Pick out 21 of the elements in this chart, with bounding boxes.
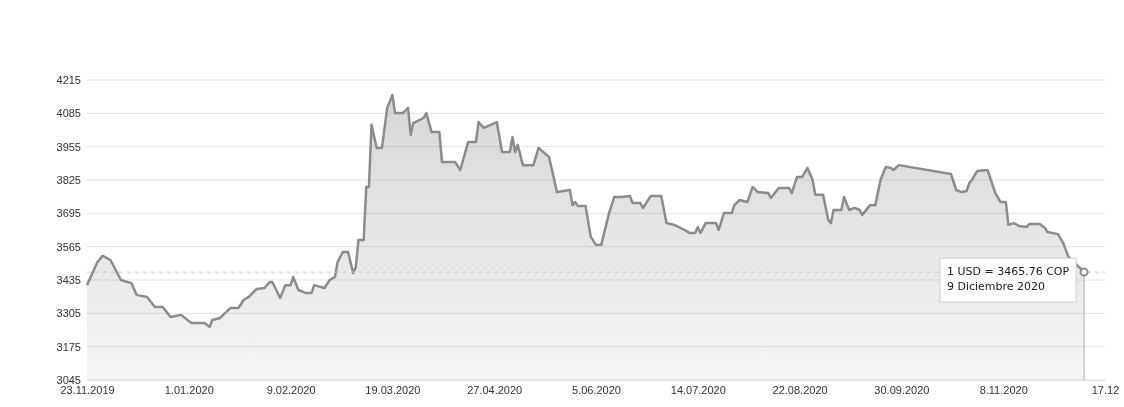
x-tick-label: 27.04.2020 — [467, 383, 523, 396]
y-tick-label: 4215 — [56, 74, 81, 87]
y-tick-label: 3305 — [56, 307, 81, 320]
annotation: 9 Diciembre 2020 — [946, 280, 1046, 294]
x-tick-label: 17.12 — [1091, 383, 1120, 396]
y-tick-label: 3955 — [56, 140, 81, 153]
y-tick-label: 3695 — [56, 207, 81, 220]
y-tick-label: 3825 — [56, 174, 81, 187]
x-tick-label: 8.11.2020 — [979, 383, 1028, 396]
x-tick-label: 1.01.2020 — [164, 383, 214, 396]
y-tick-label: 3565 — [56, 240, 81, 253]
x-tick-label: 30.09.2020 — [874, 383, 930, 396]
y-tick-label: 3435 — [56, 274, 81, 287]
y-tick-label: 4085 — [56, 107, 81, 120]
x-tick-label: 19.03.2020 — [365, 383, 421, 396]
x-tick-label: 5.06.2020 — [572, 383, 621, 396]
x-tick-label: 9.02.2020 — [266, 383, 316, 396]
x-tick-label: 22.08.2020 — [772, 383, 828, 396]
y-tick-label: 3175 — [56, 340, 81, 353]
x-tick-label: 14.07.2020 — [670, 383, 726, 396]
annotation: 1 USD = 3465.76 COP — [946, 265, 1070, 279]
